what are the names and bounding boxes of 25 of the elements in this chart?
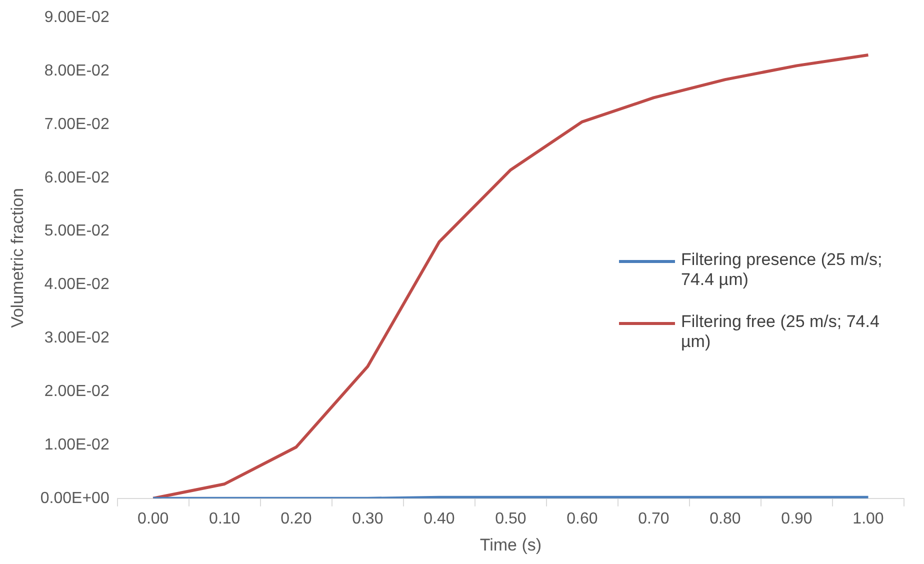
x-tick-label: 1.00 <box>852 510 884 528</box>
y-tick-label: 1.00E-02 <box>44 436 110 454</box>
legend-label: Filtering presence (25 m/s; 74.4 µm) <box>681 250 884 290</box>
x-tick-label: 0.30 <box>352 510 384 528</box>
y-tick-label: 3.00E-02 <box>44 330 110 347</box>
y-tick-label: 2.00E-02 <box>44 382 110 400</box>
y-tick-label: 7.00E-02 <box>44 116 110 133</box>
y-tick-label: 6.00E-02 <box>44 169 110 186</box>
y-tick-label: 4.00E-02 <box>44 276 110 294</box>
y-tick-label: 5.00E-02 <box>44 222 110 240</box>
x-tick-label: 0.50 <box>495 510 526 528</box>
x-tick-label: 0.90 <box>781 510 812 528</box>
y-axis-title: Volumetric fraction <box>8 188 27 328</box>
x-tick-label: 0.60 <box>566 510 598 528</box>
y-tick-label: 0.00E+00 <box>40 490 110 507</box>
x-tick-label: 0.40 <box>424 510 455 528</box>
y-tick-label: 9.00E-02 <box>44 9 110 26</box>
legend-label: Filtering free (25 m/s; 74.4 µm) <box>681 312 880 352</box>
x-tick-label: 0.00 <box>138 510 169 528</box>
x-axis-title: Time (s) <box>480 535 542 554</box>
x-tick-label: 0.20 <box>280 510 312 528</box>
x-tick-label: 0.70 <box>638 510 670 528</box>
x-tick-label: 0.10 <box>209 510 240 528</box>
x-tick-label: 0.80 <box>710 510 741 528</box>
y-tick-label: 8.00E-02 <box>44 62 110 80</box>
